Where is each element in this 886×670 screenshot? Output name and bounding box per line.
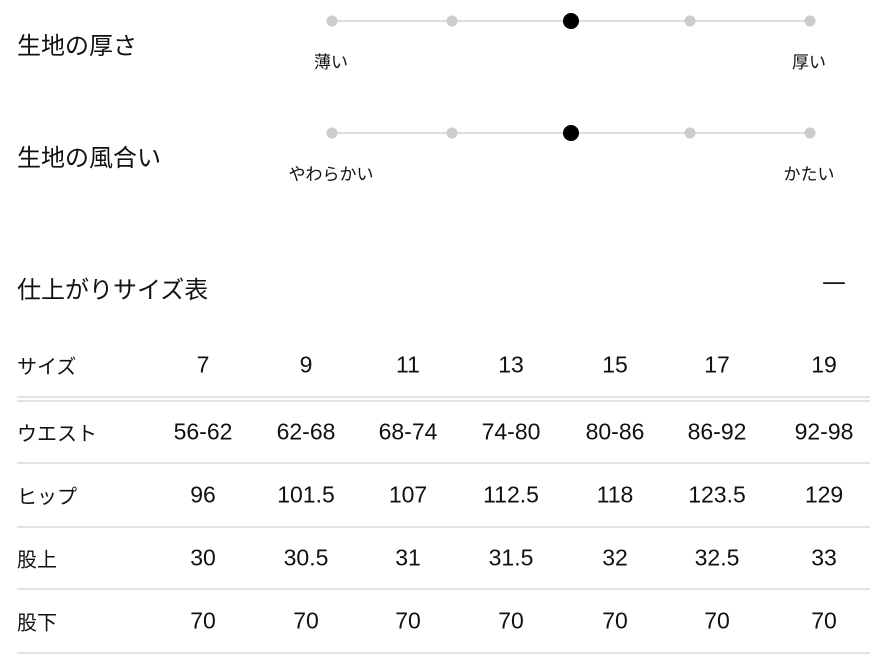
table-cell: 112.5	[483, 481, 539, 508]
row-label: サイズ	[17, 354, 77, 379]
table-cell: 129	[804, 481, 844, 508]
row-label: ウエスト	[17, 421, 97, 446]
slider-min-label: やわらかい	[288, 165, 374, 185]
table-cell: 13	[498, 351, 524, 378]
table-cell: 80-86	[585, 418, 645, 445]
table-cell: 68-74	[378, 418, 438, 445]
collapse-button[interactable]: —	[822, 268, 846, 296]
table-cell: 70	[395, 607, 421, 634]
table-cell: 9	[299, 351, 313, 378]
slider-step	[563, 125, 579, 141]
table-cell: 92-98	[794, 418, 854, 445]
table-cell: 11	[396, 351, 420, 378]
size-table-title: 仕上がりサイズ表	[17, 276, 209, 304]
slider-step	[684, 127, 696, 139]
table-cell: 74-80	[481, 418, 541, 445]
table-cell: 70	[602, 607, 628, 634]
table-cell: 19	[811, 351, 837, 378]
slider-step	[326, 15, 338, 27]
table-cell: 30	[190, 544, 216, 571]
slider-step	[446, 15, 458, 27]
table-cell: 70	[704, 607, 730, 634]
slider-max-label: 厚い	[792, 53, 826, 73]
slider-step	[563, 13, 579, 29]
table-cell: 31	[395, 544, 421, 571]
table-cell: 15	[602, 351, 628, 378]
table-cell: 70	[293, 607, 319, 634]
slider-title: 生地の風合い	[17, 144, 161, 172]
table-cell: 32.5	[694, 544, 740, 571]
table-cell: 96	[190, 481, 216, 508]
minus-icon: —	[822, 268, 846, 296]
table-cell: 118	[596, 481, 634, 508]
table-cell: 31.5	[488, 544, 534, 571]
divider	[17, 400, 870, 402]
table-cell: 107	[388, 481, 428, 508]
table-cell: 123.5	[688, 481, 746, 508]
slider-step	[446, 127, 458, 139]
divider	[17, 462, 870, 464]
table-cell: 62-68	[276, 418, 336, 445]
slider-title: 生地の厚さ	[17, 32, 137, 60]
table-cell: 86-92	[687, 418, 747, 445]
slider-min-label: 薄い	[314, 53, 348, 73]
divider	[17, 526, 870, 528]
table-cell: 70	[498, 607, 524, 634]
row-label: 股下	[17, 610, 57, 635]
row-label: 股上	[17, 547, 57, 572]
slider-step	[326, 127, 338, 139]
slider-step	[684, 15, 696, 27]
table-cell: 17	[704, 351, 730, 378]
table-cell: 70	[190, 607, 216, 634]
row-label: ヒップ	[17, 484, 77, 509]
divider	[17, 396, 870, 398]
table-cell: 33	[811, 544, 837, 571]
table-cell: 101.5	[277, 481, 335, 508]
table-cell: 32	[602, 544, 628, 571]
slider-step	[804, 15, 816, 27]
slider-step	[804, 127, 816, 139]
table-cell: 30.5	[283, 544, 329, 571]
table-cell: 56-62	[173, 418, 233, 445]
divider	[17, 652, 870, 654]
slider-max-label: かたい	[783, 165, 835, 185]
table-cell: 7	[196, 351, 210, 378]
table-cell: 70	[811, 607, 837, 634]
divider	[17, 588, 870, 590]
